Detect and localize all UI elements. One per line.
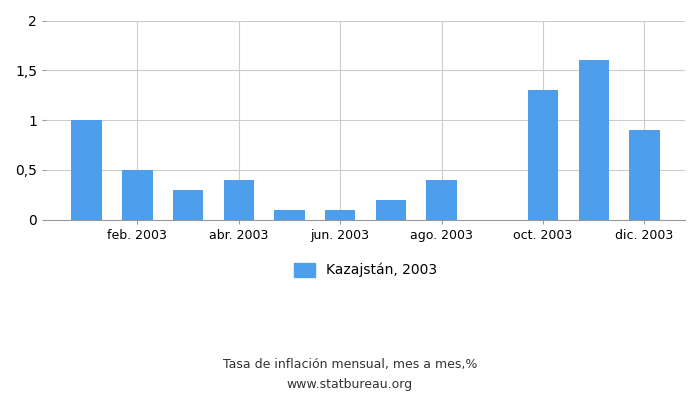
Bar xyxy=(223,180,254,220)
Bar xyxy=(528,90,558,220)
Legend: Kazajstán, 2003: Kazajstán, 2003 xyxy=(294,263,437,278)
Bar xyxy=(629,130,659,220)
Bar xyxy=(122,170,153,220)
Bar xyxy=(426,180,457,220)
Bar xyxy=(376,200,406,220)
Text: Tasa de inflación mensual, mes a mes,%: Tasa de inflación mensual, mes a mes,% xyxy=(223,358,477,371)
Text: www.statbureau.org: www.statbureau.org xyxy=(287,378,413,391)
Bar xyxy=(325,210,356,220)
Bar xyxy=(173,190,203,220)
Bar xyxy=(274,210,304,220)
Bar xyxy=(578,60,609,220)
Bar xyxy=(71,120,101,220)
